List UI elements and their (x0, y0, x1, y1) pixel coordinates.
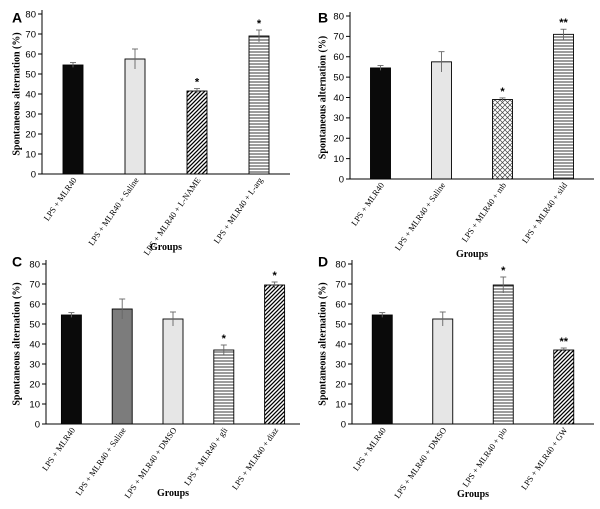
significance-mark: * (500, 86, 505, 98)
significance-mark: * (195, 77, 200, 89)
bar (186, 90, 208, 175)
bar (553, 33, 574, 180)
bar (431, 61, 452, 180)
x-axis-label: Groups (157, 488, 189, 499)
category-label: LPS + MLR40 + GW (519, 425, 570, 491)
y-tick-label: 80 (29, 259, 40, 270)
bar (370, 67, 391, 180)
category-label: LPS + MLR40 (41, 175, 78, 222)
y-tick-label: 30 (29, 359, 40, 370)
significance-mark: * (272, 270, 277, 282)
y-tick-label: 10 (333, 154, 344, 165)
category-label: LPS + MLR40 + sild (520, 180, 570, 245)
y-tick-label: 70 (29, 279, 40, 290)
y-tick-label: 10 (25, 149, 36, 160)
y-tick-label: 10 (335, 399, 346, 410)
category-label: LPS + MLR40 + pio (460, 425, 509, 488)
y-tick-label: 30 (25, 109, 36, 120)
panel-label: B (318, 9, 328, 25)
y-tick-label: 70 (335, 279, 346, 290)
y-tick-label: 0 (31, 169, 36, 180)
category-label: LPS + MLR40 + diaz (230, 425, 281, 491)
significance-mark: * (501, 265, 506, 277)
category-label: LPS + MLR40 + Saline (86, 175, 141, 247)
y-tick-label: 50 (29, 319, 40, 330)
x-axis-label: Groups (457, 489, 489, 500)
y-tick-label: 20 (25, 129, 36, 140)
y-tick-label: 50 (335, 319, 346, 330)
panel-d-chart: D 0 10 20 30 40 50 60 70 80 Spontaneous alternatio… (317, 253, 594, 500)
x-axis-label: Groups (456, 249, 488, 260)
y-tick-label: 0 (35, 419, 40, 430)
y-tick-label: 60 (25, 49, 36, 60)
y-tick-label: 10 (29, 399, 40, 410)
y-tick-label: 20 (333, 134, 344, 145)
bar (162, 318, 184, 425)
bar (213, 349, 235, 425)
y-tick-label: 20 (29, 379, 40, 390)
y-tick-label: 60 (333, 52, 344, 63)
y-tick-label: 50 (25, 69, 36, 80)
y-axis-label: Spontaneous alternation (%) (317, 282, 328, 405)
category-label: LPS + MLR40 (40, 425, 77, 472)
panel-c-chart: C 0 10 20 30 40 50 60 70 80 Spontaneous alternatio… (11, 253, 300, 500)
y-tick-label: 40 (333, 93, 344, 104)
category-label: LPS + MLR40 + gli (182, 425, 230, 487)
bar (432, 318, 454, 425)
significance-mark: ** (559, 336, 568, 348)
y-tick-label: 40 (335, 339, 346, 350)
category-label: LPS + MLR40 + Saline (73, 425, 128, 497)
panel-label: A (12, 9, 22, 25)
bar (124, 58, 146, 175)
category-label: LPS + MLR40 + L-arg (211, 175, 265, 246)
bar (492, 99, 513, 180)
bar (111, 308, 133, 425)
panel-label: C (12, 253, 22, 269)
category-label: LPS + MLR40 (349, 180, 386, 227)
y-tick-label: 60 (335, 299, 346, 310)
category-label: LPS + MLR40 + Saline (393, 180, 448, 252)
panel-label: D (318, 253, 328, 269)
category-label: LPS + MLR40 + mb (460, 180, 509, 243)
y-tick-label: 40 (29, 339, 40, 350)
y-tick-label: 0 (339, 174, 344, 185)
category-label: LPS + MLR40 + DMSO (392, 425, 448, 500)
category-label: LPS + MLR40 (351, 425, 388, 472)
y-axis-label: Spontaneous alternation (%) (317, 36, 328, 159)
bar (371, 314, 393, 425)
y-tick-label: 80 (25, 9, 36, 20)
significance-mark: * (257, 18, 262, 30)
y-tick-label: 50 (333, 72, 344, 83)
y-tick-label: 80 (333, 11, 344, 22)
bar (492, 284, 514, 425)
y-tick-label: 70 (333, 32, 344, 43)
bar (553, 349, 575, 425)
y-axis-label: Spontaneous alternation (%) (11, 32, 22, 155)
bar (248, 35, 270, 175)
y-tick-label: 30 (335, 359, 346, 370)
y-axis-label: Spontaneous alternation (%) (11, 282, 22, 405)
significance-mark: ** (559, 17, 568, 29)
panel-a-chart: A 0 10 20 30 40 50 60 70 80 Spontaneous alternatio… (11, 9, 290, 257)
significance-mark: * (222, 333, 227, 345)
bar (62, 64, 84, 175)
bar (60, 314, 82, 425)
y-tick-label: 30 (333, 113, 344, 124)
y-tick-label: 70 (25, 29, 36, 40)
y-tick-label: 60 (29, 299, 40, 310)
panel-b-chart: B 0 10 20 30 40 50 60 70 80 Spontaneous alternatio… (317, 9, 594, 260)
bar (264, 284, 286, 425)
y-tick-label: 40 (25, 89, 36, 100)
y-tick-label: 0 (341, 419, 346, 430)
y-tick-label: 80 (335, 259, 346, 270)
x-axis-label: Groups (150, 242, 182, 253)
y-tick-label: 20 (335, 379, 346, 390)
